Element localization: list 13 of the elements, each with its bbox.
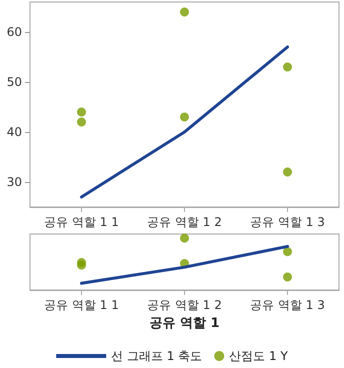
x-tick-label: 공유 역할 1 1 [44, 215, 119, 229]
y-tick-label: 40 [6, 125, 22, 139]
x-tick-label: 공유 역할 1 3 [250, 298, 325, 312]
legend-label: 산점도 1 Y [229, 349, 289, 363]
x-axis-title: 공유 역할 1 [149, 316, 220, 331]
y-tick-label: 60 [6, 25, 22, 39]
x-tick-label: 공유 역할 1 1 [44, 298, 119, 312]
legend-label: 선 그래프 1 축도 [111, 349, 202, 363]
y-tick-label: 50 [6, 75, 22, 89]
x-tick-label: 공유 역할 1 2 [147, 215, 222, 229]
y-tick-label: 30 [6, 175, 22, 189]
x-tick-label: 공유 역할 1 2 [147, 298, 222, 312]
x-tick-label: 공유 역할 1 3 [250, 215, 325, 229]
